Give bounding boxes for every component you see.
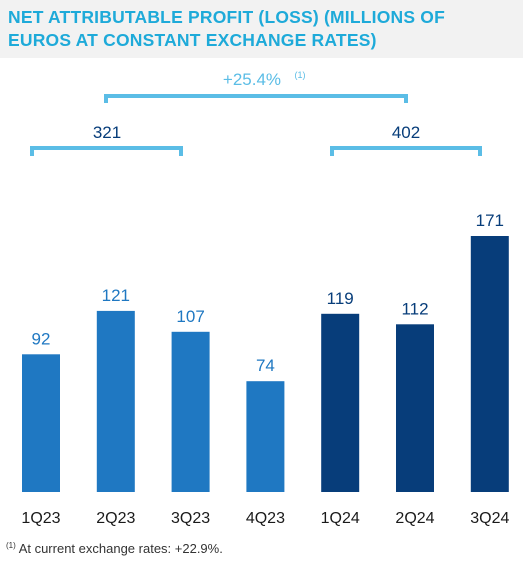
category-label-3q24: 3Q24 xyxy=(470,510,509,527)
value-label-1q24: 119 xyxy=(327,289,354,308)
chart-title-line-1: NET ATTRIBUTABLE PROFIT (LOSS) (MILLIONS… xyxy=(8,7,445,27)
footnote: (1) At current exchange rates: +22.9%. xyxy=(6,541,223,556)
chart-title-line-2: EUROS AT CONSTANT EXCHANGE RATES) xyxy=(8,30,377,50)
growth-label: +25.4% xyxy=(223,70,281,89)
bar-3q23 xyxy=(171,331,210,492)
bar-2q23 xyxy=(96,310,135,492)
footnote-ref: (1) xyxy=(6,541,16,550)
value-label-2q24: 112 xyxy=(401,299,428,318)
value-label-3q23: 107 xyxy=(176,307,204,326)
bar-4q23 xyxy=(246,381,285,492)
category-label-2q23: 2Q23 xyxy=(96,510,135,527)
category-label-1q24: 1Q24 xyxy=(321,510,360,527)
category-label-1q23: 1Q23 xyxy=(21,510,60,527)
bar-1q23 xyxy=(22,354,60,492)
bar-1q24 xyxy=(321,313,360,492)
total-2024-bracket xyxy=(330,146,482,156)
value-label-4q23: 74 xyxy=(256,356,275,375)
bar-3q24 xyxy=(470,236,509,492)
footnote-text: At current exchange rates: +22.9%. xyxy=(18,541,223,556)
category-label-4q23: 4Q23 xyxy=(246,510,285,527)
chart-title: NET ATTRIBUTABLE PROFIT (LOSS) (MILLIONS… xyxy=(8,6,508,52)
category-label-3q23: 3Q23 xyxy=(171,510,210,527)
value-label-3q24: 171 xyxy=(476,211,504,230)
category-label-2q24: 2Q24 xyxy=(395,510,434,527)
total-2024-label: 402 xyxy=(392,123,420,142)
title-band xyxy=(0,0,523,58)
value-label-1q23: 92 xyxy=(32,329,51,348)
bar-2q24 xyxy=(396,324,434,492)
value-label-2q23: 121 xyxy=(102,286,130,305)
total-2023-label: 321 xyxy=(93,123,121,142)
growth-bracket xyxy=(104,94,408,103)
growth-note-ref: (1) xyxy=(295,70,306,80)
total-2023-bracket xyxy=(30,146,183,156)
